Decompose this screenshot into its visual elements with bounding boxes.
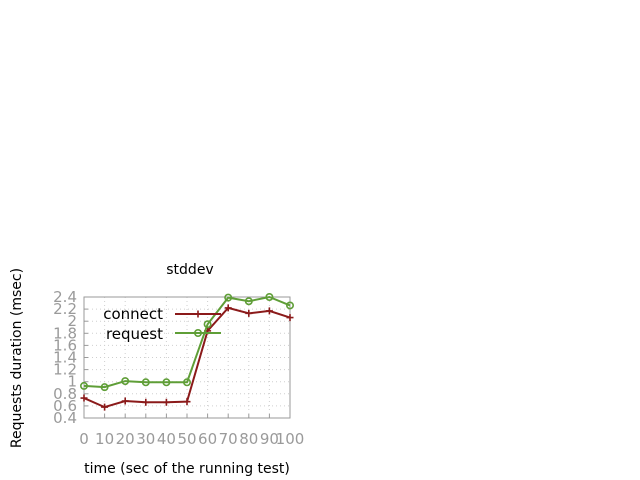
legend: connect request (103, 305, 221, 343)
x-tick-label: 80 (239, 430, 258, 448)
data-point-connect (101, 403, 109, 411)
y-tick-label: 2.2 (53, 300, 77, 318)
y-tick-label: 0.8 (53, 385, 77, 403)
axis-ticks: 0 10 20 30 40 50 60 70 80 901000.40.60.811.21.41.… (53, 288, 304, 448)
data-point-request (141, 378, 150, 387)
x-tick-label: 10 (95, 430, 114, 448)
x-tick-label: 50 (177, 430, 196, 448)
data-point-request (265, 292, 274, 301)
data-point-connect (162, 398, 170, 406)
data-point-request (100, 383, 109, 392)
y-tick-label: 0.4 (53, 409, 77, 427)
series-lines (80, 292, 294, 411)
data-point-request (80, 381, 89, 390)
y-tick-label: 0.6 (53, 397, 77, 415)
data-point-request (203, 320, 212, 329)
data-point-connect (245, 309, 253, 317)
x-tick-label: 40 (157, 430, 176, 448)
legend-label-connect: connect (103, 305, 163, 323)
data-point-request (224, 293, 233, 302)
series-line-request (83, 295, 291, 389)
data-point-connect (142, 398, 150, 406)
grid (84, 297, 290, 418)
x-tick-label: 60 (198, 430, 217, 448)
data-point-connect (224, 304, 232, 312)
legend-label-request: request (106, 325, 163, 343)
data-point-request (162, 378, 171, 387)
legend-marker-request (194, 328, 203, 337)
y-tick-label: 2.4 (53, 288, 77, 306)
x-tick-label: 0 (79, 430, 89, 448)
x-tick-label: 30 (136, 430, 155, 448)
y-tick-label: 2 (67, 312, 77, 330)
chart-title: stddev (166, 262, 213, 278)
x-tick-label: 20 (116, 430, 135, 448)
legend-marker-connect (194, 310, 202, 318)
data-point-connect (286, 314, 294, 322)
y-tick-label: 1.4 (53, 349, 77, 367)
data-point-request (244, 297, 253, 306)
data-point-connect (121, 397, 129, 405)
data-point-connect (183, 398, 191, 406)
x-tick-label: 90 (260, 430, 279, 448)
y-tick-label: 1.8 (53, 324, 77, 342)
y-tick-label: 1.2 (53, 361, 77, 379)
x-tick-label: 100 (276, 430, 305, 448)
y-axis-label: Requests duration (msec) (9, 268, 25, 448)
y-tick-label: 1 (67, 373, 77, 391)
data-point-connect (265, 307, 273, 315)
data-point-connect (80, 394, 88, 402)
data-point-request (121, 377, 130, 386)
y-tick-label: 1.6 (53, 336, 77, 354)
data-point-request (285, 301, 294, 310)
x-axis-label: time (sec of the running test) (84, 461, 290, 477)
x-tick-label: 70 (219, 430, 238, 448)
data-point-request (183, 378, 192, 387)
